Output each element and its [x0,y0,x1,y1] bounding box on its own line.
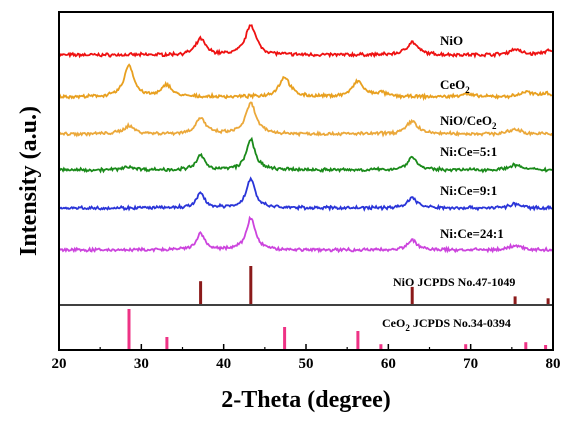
series-label-subscript: 2 [465,85,470,95]
x-tick-label-6: 80 [546,356,561,372]
series-label-text: NiO/CeO [440,113,492,128]
reference-stick-0-0 [199,281,203,304]
reference-stick-1-2 [283,327,287,349]
x-tick-label-3: 50 [299,356,314,372]
series-label-subscript: 2 [492,121,497,131]
reference-stick-1-0 [127,309,131,349]
reference-stick-0-3 [513,296,517,304]
x-tick-label-1: 30 [134,356,149,372]
series-line-1 [58,63,553,102]
reference-stick-1-1 [165,337,169,349]
reference-label-text: NiO JCPDS No.47-1049 [393,275,515,289]
series-label-2: NiO/CeO2 [440,113,497,131]
reference-stick-1-7 [544,345,548,349]
x-tick-label-5: 70 [463,356,478,372]
series-label-0: NiO [440,33,463,48]
reference-stick-0-1 [249,266,253,304]
reference-stick-0-4 [546,298,550,304]
series-line-2 [58,101,553,138]
reference-stick-1-5 [464,344,468,349]
series-line-5 [58,215,553,254]
series-line-0 [58,24,553,59]
x-tick-label-0: 20 [52,356,67,372]
series-label-text: CeO [440,77,465,92]
plot-frame [58,11,554,351]
series-line-3 [58,136,552,174]
x-tick-label-4: 60 [381,356,396,372]
series-label-text: NiO [440,33,463,48]
series-label-1: CeO2 [440,77,470,95]
reference-stick-1-4 [379,344,383,349]
y-axis-title: Intensity (a.u.) [16,106,42,256]
reference-label-text: CeO [382,316,405,330]
series-label-5: Ni:Ce=24:1 [440,226,504,241]
reference-label-subscript: 2 [405,323,410,333]
reference-stick-1-6 [524,342,528,349]
reference-label-1: CeO2 JCPDS No.34-0394 [382,316,511,333]
reference-stick-1-3 [356,331,360,349]
series-line-4 [58,176,553,212]
series-label-text: Ni:Ce=9:1 [440,183,497,198]
reference-label-rest: JCPDS No.34-0394 [410,316,511,330]
series-label-text: Ni:Ce=5:1 [440,144,497,159]
x-axis-title: 2-Theta (degree) [221,387,391,413]
series-label-text: Ni:Ce=24:1 [440,226,504,241]
x-tick-label-2: 40 [216,356,231,372]
reference-label-0: NiO JCPDS No.47-1049 [393,275,515,289]
series-label-4: Ni:Ce=9:1 [440,183,497,198]
series-label-3: Ni:Ce=5:1 [440,144,497,159]
reference-stick-0-2 [410,286,414,304]
